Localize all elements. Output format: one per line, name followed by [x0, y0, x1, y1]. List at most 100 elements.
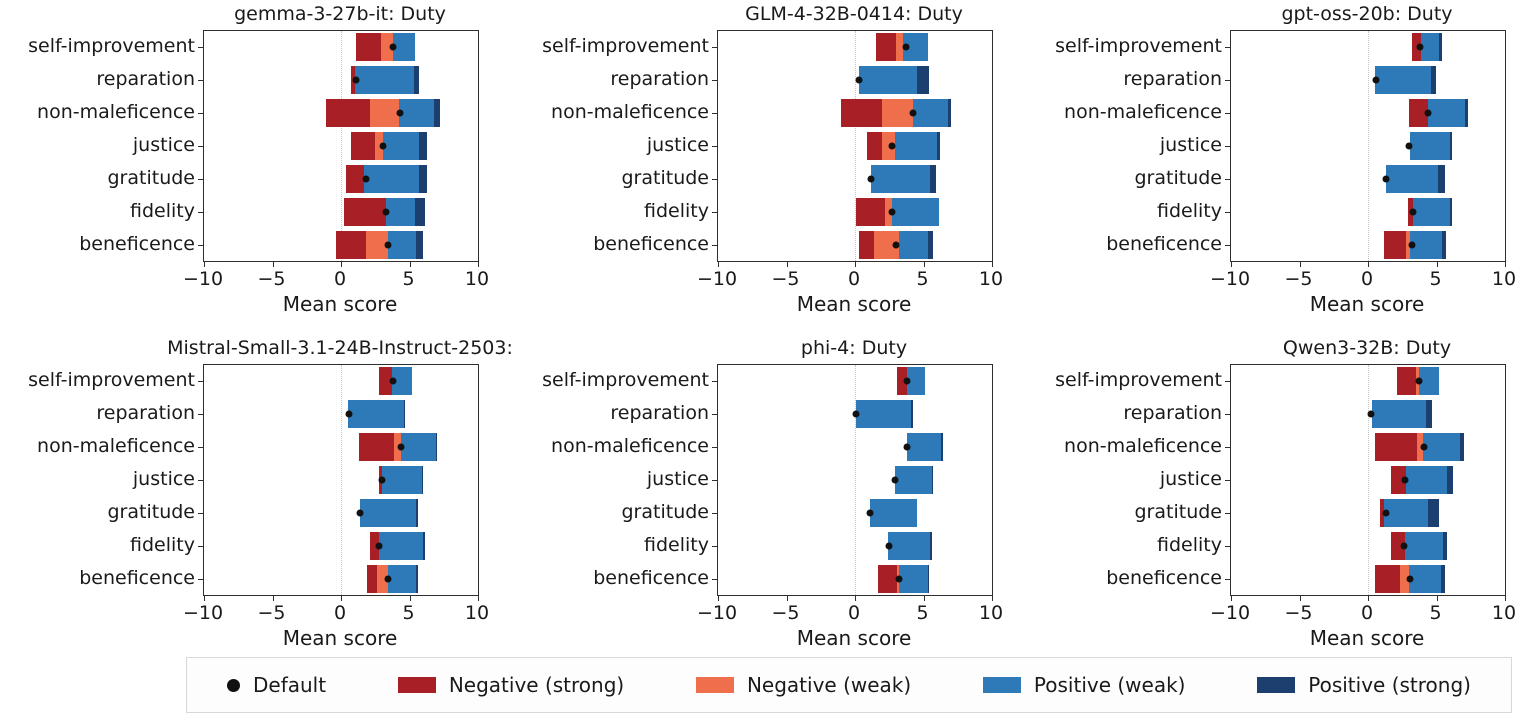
legend-item-default: Default — [227, 673, 326, 697]
default-dot — [852, 410, 860, 418]
bar-segment-positive-strong — [423, 531, 425, 560]
x-tick-mark — [1505, 596, 1506, 601]
x-tick-label: 10 — [1491, 602, 1517, 624]
default-dot-icon — [227, 678, 240, 692]
default-dot — [389, 377, 397, 385]
x-tick-mark — [1299, 596, 1301, 601]
chart-title: phi-4: Duty — [800, 337, 908, 359]
default-dot — [885, 542, 893, 550]
y-category-label: reparation — [610, 402, 709, 425]
legend-label-negative-strong: Negative (strong) — [448, 673, 625, 697]
bar-segment-positive-strong — [911, 400, 913, 429]
x-tick-label: −10 — [696, 602, 738, 624]
default-dot — [892, 241, 900, 249]
x-tick-label: −10 — [696, 268, 738, 290]
legend-label-positive-strong: Positive (strong) — [1308, 673, 1471, 697]
default-dot — [1382, 509, 1390, 517]
bar-segment-positive-weak — [401, 433, 436, 462]
bar-segment-positive-strong — [1443, 531, 1448, 560]
default-dot — [389, 43, 397, 51]
bar-segment-positive-weak — [1404, 531, 1444, 560]
x-tick-mark — [1436, 596, 1438, 601]
x-tick-mark — [1299, 262, 1301, 267]
bar-segment-positive-strong — [1439, 33, 1442, 62]
bar-segment-positive-strong — [916, 66, 929, 95]
default-dot — [384, 241, 392, 249]
y-tick-mark — [712, 244, 717, 246]
bar-segment-positive-strong — [1450, 197, 1452, 226]
legend-item-negative-strong: Negative (strong) — [397, 673, 625, 697]
bar-segment-negative-strong — [1396, 367, 1416, 396]
bar-segment-positive-weak — [1410, 132, 1451, 160]
bar-segment-positive-strong — [414, 197, 425, 226]
positive-strong-swatch — [1257, 677, 1296, 693]
bar-segment-negative-strong — [875, 33, 897, 62]
zero-gridline — [1368, 365, 1369, 595]
default-dot — [356, 509, 364, 517]
y-category-label: non-maleficence — [551, 101, 709, 124]
zero-gridline — [1368, 31, 1369, 261]
bar-segment-positive-weak — [898, 230, 928, 259]
bar-segment-positive-weak — [912, 99, 949, 128]
bar-segment-positive-strong — [937, 132, 940, 160]
bar-segment-negative-strong — [350, 132, 376, 160]
bar-segment-positive-weak — [907, 367, 925, 396]
x-tick-mark — [478, 262, 479, 267]
bar-segment-positive-weak — [1385, 164, 1438, 193]
default-dot — [902, 43, 910, 51]
y-category-label: self-improvement — [28, 369, 195, 392]
bar-segment-negative-strong — [335, 230, 366, 259]
y-category-label: reparation — [96, 402, 195, 425]
bar-segment-negative-strong — [369, 531, 380, 560]
default-dot — [345, 410, 353, 418]
y-category-label: non-maleficence — [1064, 101, 1222, 124]
y-tick-mark — [1225, 447, 1230, 449]
y-category-label: fidelity — [644, 533, 709, 556]
y-tick-mark — [198, 480, 203, 481]
bar-segment-negative-strong — [379, 367, 392, 396]
bar-segment-negative-weak — [882, 99, 913, 128]
legend: Default Negative (strong) Negative (weak… — [186, 657, 1512, 713]
bar-segment-positive-weak — [386, 197, 415, 226]
x-tick-label: 5 — [916, 268, 929, 290]
y-tick-mark — [198, 578, 203, 580]
default-dot — [1408, 241, 1416, 249]
negative-strong-swatch — [397, 677, 436, 693]
legend-item-positive-weak: Positive (weak) — [982, 673, 1185, 697]
x-tick-mark — [1505, 262, 1506, 267]
y-tick-mark — [198, 146, 203, 147]
y-category-label: gratitude — [621, 500, 710, 523]
y-tick-mark — [1225, 211, 1230, 213]
bar-segment-negative-strong — [325, 99, 370, 128]
y-category-label: fidelity — [130, 533, 195, 556]
bar-segment-negative-strong — [367, 564, 377, 593]
bar-segment-negative-strong — [856, 197, 886, 226]
default-dot — [888, 142, 896, 150]
y-tick-mark — [1225, 244, 1230, 246]
default-dot — [352, 76, 360, 84]
x-tick-label: 5 — [1429, 602, 1442, 624]
bar-segment-positive-strong — [941, 433, 943, 462]
y-category-label: gratitude — [107, 166, 196, 189]
default-dot — [866, 509, 874, 517]
y-category-label: self-improvement — [1055, 35, 1222, 58]
bar-segment-negative-strong — [841, 99, 883, 128]
default-dot — [1382, 175, 1390, 183]
legend-label-negative-weak: Negative (weak) — [746, 673, 912, 697]
y-category-label: beneficence — [79, 566, 195, 589]
y-category-label: beneficence — [79, 232, 195, 255]
y-category-label: gratitude — [1134, 166, 1223, 189]
y-category-label: justice — [132, 134, 195, 156]
y-tick-mark — [198, 414, 203, 416]
y-tick-mark — [198, 244, 203, 246]
x-tick-mark — [923, 596, 925, 601]
default-dot — [855, 76, 863, 84]
chart-title: GLM-4-32B-0414: Duty — [745, 3, 963, 25]
y-tick-mark — [712, 113, 717, 115]
y-tick-mark — [1225, 80, 1230, 82]
default-dot — [1405, 142, 1413, 150]
y-tick-mark — [712, 578, 717, 580]
default-dot — [362, 175, 370, 183]
bar-segment-positive-weak — [894, 466, 932, 494]
